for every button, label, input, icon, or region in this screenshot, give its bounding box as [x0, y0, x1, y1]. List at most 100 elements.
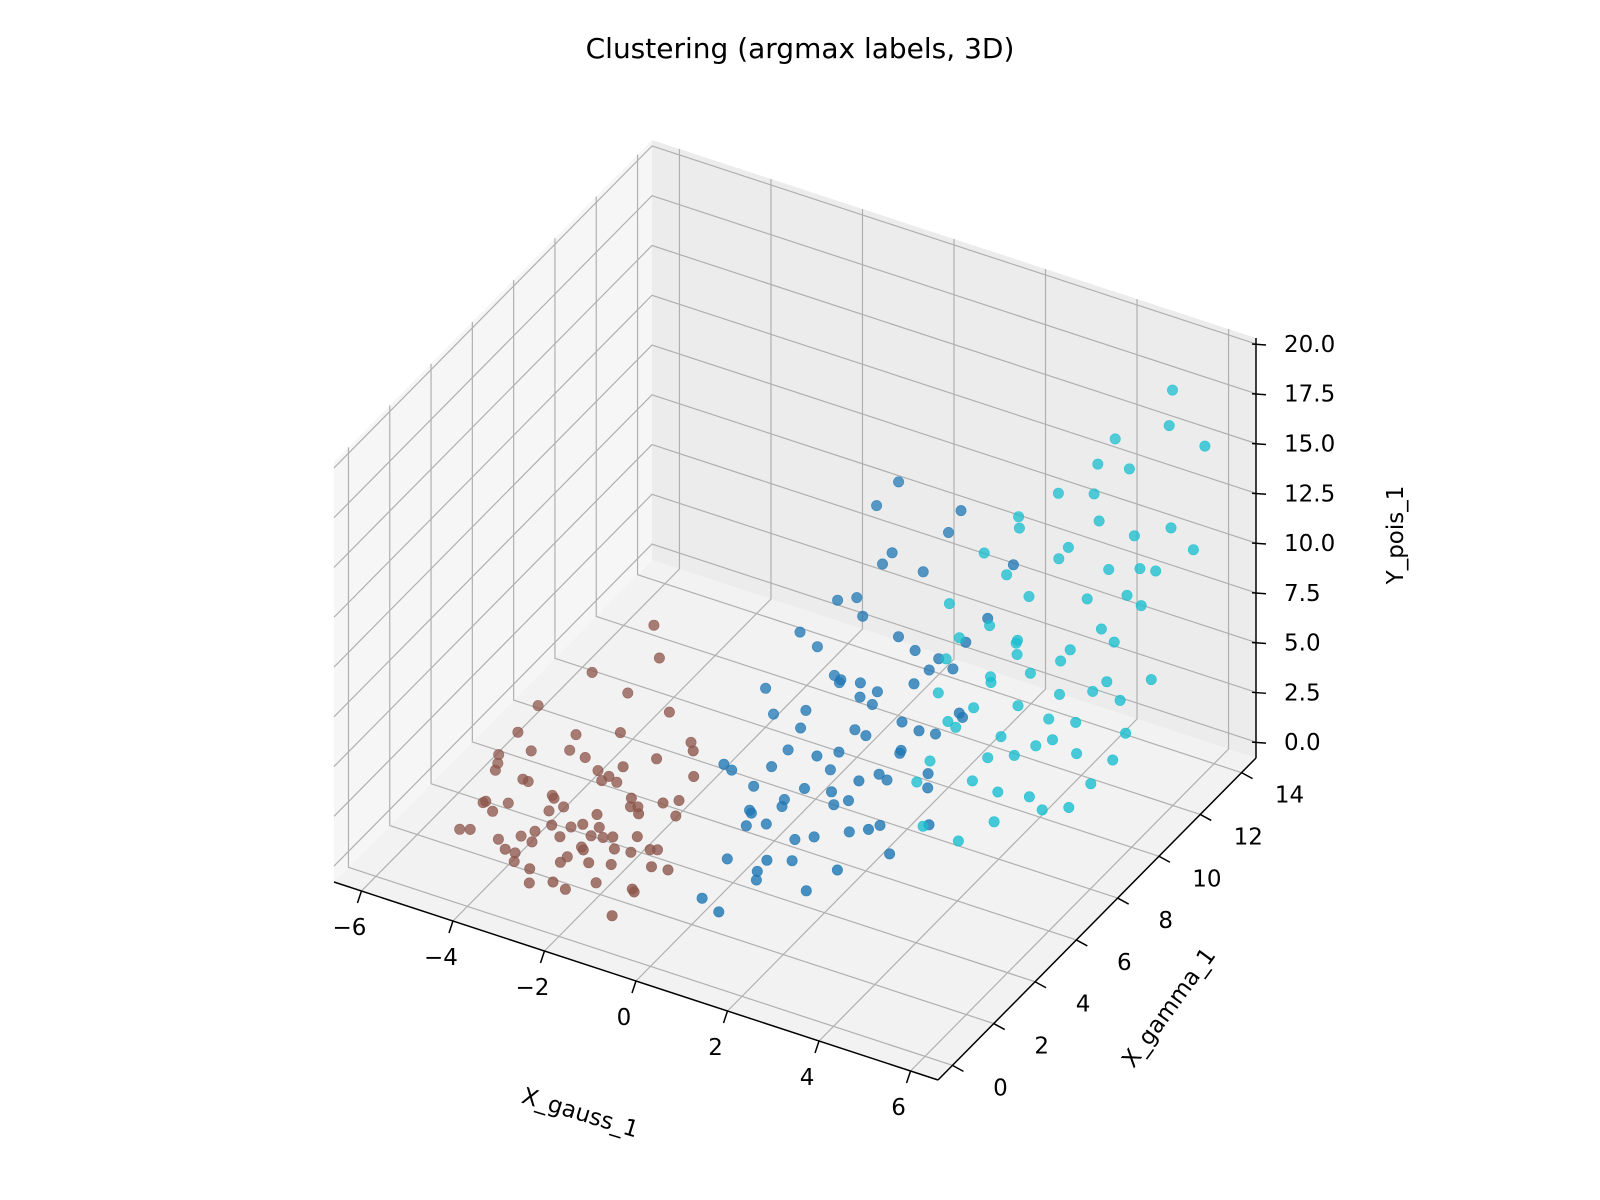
scatter-point-series-1	[657, 797, 669, 809]
scatter-point-series-2	[808, 831, 820, 843]
x-gridline	[727, 269, 1047, 1012]
scatter-point-series-2	[696, 892, 708, 904]
scatter-point-series-3	[1108, 636, 1120, 648]
x-tick-label: 2	[708, 1035, 723, 1061]
scatter-point-series-1	[508, 855, 520, 867]
scatter-point-series-3	[1121, 589, 1133, 601]
scatter-point-series-3	[1087, 685, 1099, 697]
scatter-point-series-1	[624, 801, 636, 813]
scatter-point-series-2	[860, 730, 872, 742]
scatter-point-series-1	[596, 775, 608, 787]
scatter-point-series-2	[831, 864, 843, 876]
scatter-point-series-2	[857, 610, 869, 622]
scatter-point-series-1	[651, 844, 663, 856]
scatter-point-series-2	[726, 764, 738, 776]
scatter-point-series-2	[862, 823, 874, 835]
scatter-point-series-1	[585, 830, 597, 842]
scatter-point-series-2	[760, 682, 772, 694]
x-gridline	[452, 179, 772, 922]
scatter-point-series-1	[492, 833, 504, 845]
scatter-point-series-2	[828, 669, 840, 681]
scatter-point-series-2	[713, 906, 725, 918]
scatter-point-series-3	[1081, 593, 1093, 605]
scatter-point-series-2	[766, 761, 778, 773]
scatter-point-series-2	[778, 793, 790, 805]
scatter-point-series-3	[1187, 544, 1199, 556]
scatter-point-series-1	[487, 805, 499, 817]
scatter-point-series-3	[1063, 801, 1075, 813]
z-tick-label: 15.0	[1284, 431, 1335, 457]
scatter-point-series-1	[477, 797, 489, 809]
scatter-point-series-1	[633, 808, 645, 820]
scatter-point-series-2	[947, 663, 959, 675]
y-tick-label: 0	[993, 1075, 1008, 1101]
scatter-point-series-2	[955, 505, 967, 517]
x-tick-label: −2	[516, 975, 550, 1001]
y-tick-mark	[1199, 813, 1212, 822]
scatter-point-series-2	[849, 724, 861, 736]
y-gridline	[471, 321, 1077, 941]
x-tick-label: −6	[333, 915, 367, 941]
scatter-point-series-1	[525, 745, 537, 757]
scatter-point-series-1	[622, 687, 634, 699]
scatter-point-series-3	[995, 731, 1007, 743]
scatter-point-series-2	[761, 854, 773, 866]
gridlines	[333, 145, 1257, 1072]
scatter-point-series-2	[917, 566, 929, 578]
z-tick-label: 20.0	[1284, 332, 1335, 358]
scatter-point-series-1	[546, 819, 558, 831]
scatter-point-series-3	[1011, 634, 1023, 646]
scatter-point-series-1	[529, 825, 541, 837]
scatter-point-series-1	[608, 843, 620, 855]
y-tick-label: 10	[1192, 866, 1221, 892]
scatter-point-series-1	[651, 753, 663, 765]
scatter-point-series-3	[966, 775, 978, 787]
scatter-point-series-3	[1167, 384, 1179, 396]
z-tick-mark	[1251, 492, 1267, 496]
x-tick-mark	[356, 890, 363, 904]
scatter-point-series-1	[561, 851, 573, 863]
scatter-point-series-3	[1128, 530, 1140, 542]
scatter-point-series-3	[1047, 734, 1059, 746]
scatter-point-series-1	[662, 864, 674, 876]
scatter-point-series-1	[631, 831, 643, 843]
z-tick-mark	[1251, 442, 1267, 446]
scatter-point-series-2	[782, 744, 794, 756]
z-tick-mark	[1251, 641, 1267, 645]
scatter-point-series-2	[886, 547, 898, 559]
z-tick-mark	[1251, 542, 1267, 545]
scatter-point-series-3	[1012, 700, 1024, 712]
scatter-point-series-1	[499, 843, 511, 855]
scatter-point-series-3	[1023, 590, 1035, 602]
scatter-point-series-3	[1165, 522, 1177, 534]
scatter-point-series-2	[881, 774, 893, 786]
scatter-point-series-3	[1085, 778, 1097, 790]
scatter-point-series-3	[1053, 553, 1065, 565]
y-axis-line	[937, 757, 1257, 1081]
scatter-point-series-2	[824, 764, 836, 776]
y-tick-label: 8	[1158, 908, 1173, 934]
scatter-point-series-2	[894, 747, 906, 759]
scatter-point-series-3	[1095, 623, 1107, 635]
scatter-point-series-1	[663, 706, 675, 718]
x-gridline	[544, 209, 864, 952]
scatter-point-series-1	[554, 831, 566, 843]
scatter-point-series-2	[1007, 559, 1019, 571]
scatter-point-series-3	[1001, 569, 1013, 581]
y-gridline	[347, 447, 953, 1066]
scatter-point-series-2	[873, 768, 885, 780]
z-tick-label: 0.0	[1284, 730, 1321, 756]
scatter-point-series-1	[648, 619, 660, 631]
scatter-point-series-1	[577, 818, 589, 830]
scatter-point-series-2	[718, 758, 730, 770]
x-axis-label: X_gauss_1	[519, 1083, 642, 1143]
scatter-point-series-1	[645, 861, 657, 873]
scatter-point-series-2	[748, 780, 760, 792]
x-tick-mark	[722, 1010, 729, 1024]
scatter-point-series-3	[984, 620, 996, 632]
scatter-point-series-2	[842, 795, 854, 807]
scatter-point-series-1	[607, 831, 619, 843]
scatter-point-series-3	[1008, 749, 1020, 761]
scatter-point-series-2	[922, 768, 934, 780]
